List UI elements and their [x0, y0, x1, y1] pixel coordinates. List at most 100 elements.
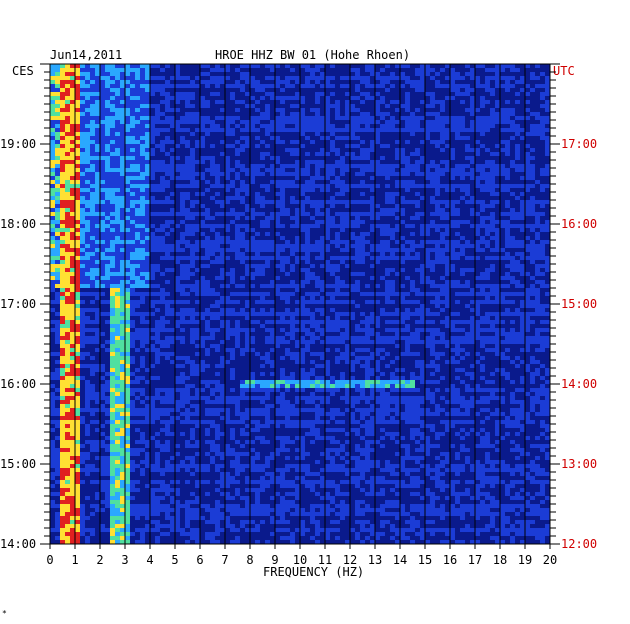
heatmap-cell [145, 216, 150, 220]
heatmap-cell [435, 444, 440, 448]
heatmap-cell [225, 196, 230, 200]
heatmap-cell [265, 200, 270, 204]
heatmap-cell [365, 372, 370, 376]
heatmap-cell [265, 504, 270, 508]
heatmap-cell [60, 536, 65, 540]
heatmap-cell [460, 464, 465, 468]
heatmap-cell [450, 220, 455, 224]
heatmap-cell [540, 480, 545, 484]
heatmap-cell [335, 200, 340, 204]
heatmap-cell [60, 524, 65, 528]
heatmap-cell [540, 320, 545, 324]
heatmap-cell [60, 260, 65, 264]
heatmap-cell [140, 208, 145, 212]
heatmap-cell [195, 240, 200, 244]
heatmap-cell [55, 360, 60, 364]
heatmap-cell [510, 240, 515, 244]
heatmap-cell [265, 396, 270, 400]
heatmap-cell [390, 512, 395, 516]
heatmap-cell [330, 480, 335, 484]
heatmap-cell [310, 420, 315, 424]
heatmap-cell [85, 528, 90, 532]
heatmap-cell [375, 224, 380, 228]
heatmap-cell [275, 504, 280, 508]
heatmap-cell [280, 196, 285, 200]
heatmap-cell [70, 536, 75, 540]
heatmap-cell [95, 496, 100, 500]
heatmap-cell [125, 500, 130, 504]
heatmap-cell [265, 328, 270, 332]
heatmap-cell [510, 400, 515, 404]
heatmap-cell [140, 268, 145, 272]
heatmap-cell [205, 532, 210, 536]
heatmap-cell [455, 232, 460, 236]
heatmap-cell [135, 224, 140, 228]
heatmap-cell [190, 328, 195, 332]
heatmap-cell [65, 256, 70, 260]
heatmap-cell [115, 504, 120, 508]
heatmap-cell [65, 324, 70, 328]
heatmap-cell [420, 272, 425, 276]
heatmap-cell [475, 324, 480, 328]
heatmap-cell [545, 424, 550, 428]
heatmap-cell [490, 328, 495, 332]
heatmap-cell [160, 396, 165, 400]
heatmap-cell [505, 200, 510, 204]
heatmap-cell [245, 216, 250, 220]
heatmap-cell [200, 368, 205, 372]
heatmap-cell [95, 196, 100, 200]
heatmap-cell [260, 204, 265, 208]
heatmap-cell [215, 248, 220, 252]
heatmap-cell [480, 400, 485, 404]
heatmap-cell [165, 340, 170, 344]
heatmap-cell [135, 192, 140, 196]
heatmap-cell [115, 432, 120, 436]
heatmap-cell [185, 268, 190, 272]
heatmap-cell [230, 376, 235, 380]
heatmap-cell [115, 420, 120, 424]
heatmap-cell [370, 300, 375, 304]
heatmap-cell [145, 184, 150, 188]
heatmap-cell [335, 316, 340, 320]
heatmap-cell [170, 244, 175, 248]
heatmap-cell [285, 376, 290, 380]
heatmap-cell [330, 448, 335, 452]
heatmap-cell [105, 204, 110, 208]
heatmap-cell [435, 260, 440, 264]
heatmap-cell [505, 220, 510, 224]
heatmap-cell [110, 452, 115, 456]
heatmap-cell [325, 360, 330, 364]
heatmap-cell [140, 296, 145, 300]
heatmap-cell [540, 540, 545, 544]
heatmap-cell [505, 376, 510, 380]
heatmap-cell [465, 352, 470, 356]
heatmap-cell [120, 312, 125, 316]
heatmap-cell [400, 284, 405, 288]
heatmap-cell [535, 216, 540, 220]
heatmap-cell [320, 400, 325, 404]
chart-title: HROE HHZ BW 01 (Hohe Rhoen) [215, 48, 410, 62]
heatmap-cell [370, 312, 375, 316]
heatmap-cell [80, 508, 85, 512]
heatmap-cell [140, 504, 145, 508]
heatmap-cell [75, 508, 80, 512]
heatmap-cell [495, 232, 500, 236]
heatmap-cell [365, 408, 370, 412]
heatmap-cell [335, 340, 340, 344]
heatmap-cell [330, 384, 335, 388]
heatmap-cell [170, 312, 175, 316]
heatmap-cell [300, 468, 305, 472]
heatmap-cell [305, 240, 310, 244]
heatmap-cell [60, 516, 65, 520]
heatmap-cell [245, 480, 250, 484]
heatmap-cell [475, 488, 480, 492]
heatmap-cell [480, 500, 485, 504]
heatmap-cell [155, 468, 160, 472]
heatmap-cell [470, 336, 475, 340]
heatmap-cell [465, 304, 470, 308]
heatmap-cell [70, 540, 75, 544]
heatmap-cell [55, 340, 60, 344]
heatmap-cell [415, 288, 420, 292]
heatmap-cell [460, 468, 465, 472]
heatmap-cell [440, 212, 445, 216]
